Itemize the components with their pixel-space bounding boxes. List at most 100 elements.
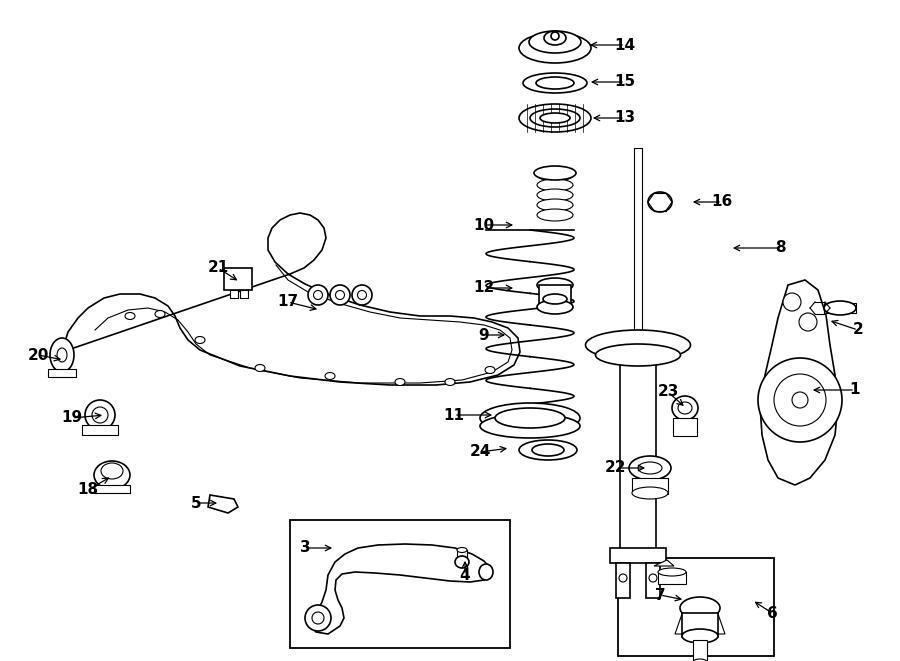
Text: 8: 8 [775,241,786,256]
Ellipse shape [672,396,698,420]
Circle shape [783,293,801,311]
Ellipse shape [658,568,686,576]
Text: 15: 15 [615,75,635,89]
Text: 2: 2 [852,323,863,338]
Bar [230,290,238,298]
Ellipse shape [313,290,322,299]
Ellipse shape [94,461,130,489]
Ellipse shape [357,290,366,299]
Ellipse shape [457,547,467,553]
Ellipse shape [101,463,123,479]
Bar [618,558,774,656]
Ellipse shape [824,301,856,315]
Bar [290,520,510,648]
Polygon shape [654,560,674,566]
Text: 12: 12 [473,280,495,295]
Ellipse shape [596,344,680,366]
Bar [610,548,666,563]
Ellipse shape [529,31,581,53]
Text: 6: 6 [767,605,778,621]
Text: 10: 10 [473,217,495,233]
Ellipse shape [678,402,692,414]
Ellipse shape [325,373,335,379]
Ellipse shape [638,462,662,474]
Text: 13: 13 [615,110,635,126]
Text: 5: 5 [191,496,202,510]
Ellipse shape [155,311,165,317]
Circle shape [758,358,842,442]
Bar [646,563,660,598]
Bar [539,285,571,307]
Ellipse shape [308,285,328,305]
Ellipse shape [523,73,587,93]
Ellipse shape [629,456,671,480]
Text: 21: 21 [207,260,229,276]
Polygon shape [308,544,490,634]
Ellipse shape [352,285,372,305]
Ellipse shape [485,366,495,373]
Text: 17: 17 [277,295,299,309]
Text: 14: 14 [615,38,635,52]
Ellipse shape [537,278,573,292]
Ellipse shape [534,166,576,180]
Text: 19: 19 [61,410,83,426]
Ellipse shape [544,31,566,45]
Ellipse shape [85,400,115,430]
Text: 9: 9 [479,327,490,342]
Ellipse shape [632,487,668,499]
Text: 1: 1 [850,383,860,397]
Ellipse shape [519,33,591,63]
Text: 24: 24 [469,444,491,459]
Bar [682,613,718,637]
Text: 11: 11 [444,407,464,422]
Circle shape [774,374,826,426]
Bar [620,340,656,550]
Ellipse shape [455,556,469,568]
Ellipse shape [305,605,331,631]
Text: 18: 18 [77,483,99,498]
Bar [673,418,697,436]
Ellipse shape [551,32,559,40]
Ellipse shape [479,564,493,580]
Polygon shape [675,614,725,634]
Text: 22: 22 [605,461,626,475]
Polygon shape [208,495,238,513]
Bar [457,550,467,562]
Ellipse shape [680,597,720,619]
Circle shape [799,313,817,331]
Ellipse shape [537,300,573,314]
Ellipse shape [336,290,345,299]
Ellipse shape [619,574,627,582]
Ellipse shape [693,659,707,661]
Text: 4: 4 [460,568,471,582]
Ellipse shape [682,629,718,643]
Bar [824,303,856,313]
Ellipse shape [540,113,570,123]
Ellipse shape [445,379,455,385]
Ellipse shape [519,440,577,460]
Ellipse shape [530,109,580,127]
Ellipse shape [537,199,573,211]
Ellipse shape [519,104,591,132]
Text: 20: 20 [27,348,49,362]
Ellipse shape [648,192,672,212]
Text: 16: 16 [711,194,733,210]
Ellipse shape [537,179,573,191]
Ellipse shape [195,336,205,344]
Text: 23: 23 [657,385,679,399]
Circle shape [792,392,808,408]
Bar [634,148,642,343]
Bar [658,572,686,584]
Ellipse shape [312,612,324,624]
Ellipse shape [537,169,573,181]
Ellipse shape [586,330,690,360]
Bar [48,369,76,377]
Ellipse shape [92,407,108,423]
Ellipse shape [537,209,573,221]
Polygon shape [760,280,838,485]
Text: 7: 7 [654,588,665,602]
Ellipse shape [495,408,565,428]
Ellipse shape [395,379,405,385]
Bar [94,485,130,493]
Ellipse shape [480,403,580,433]
